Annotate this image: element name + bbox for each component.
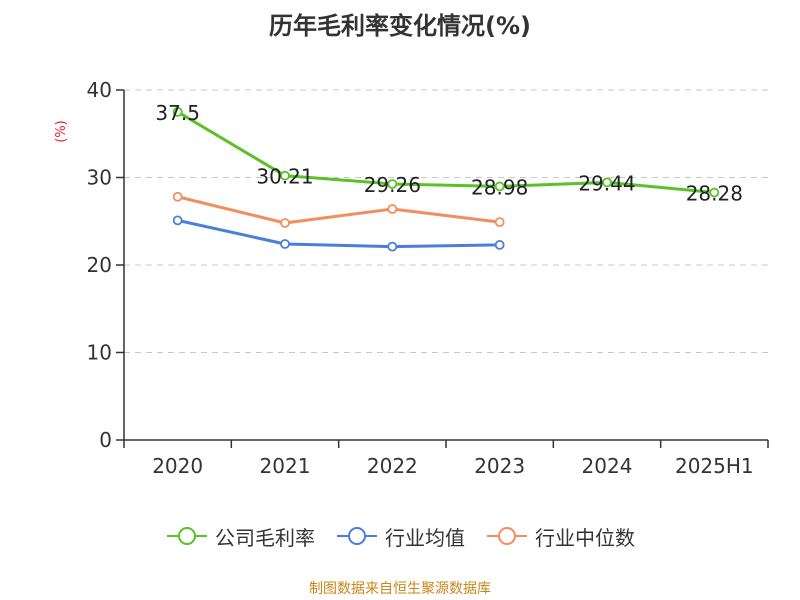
y-tick-label: 40 bbox=[87, 78, 112, 102]
legend-item-company-margin[interactable]: 公司毛利率 bbox=[165, 522, 315, 551]
y-tick-label: 10 bbox=[87, 341, 112, 365]
x-tick-label: 2023 bbox=[474, 454, 525, 478]
legend-line-circle-icon bbox=[487, 527, 527, 545]
data-point bbox=[172, 106, 183, 117]
legend-line-circle-icon bbox=[167, 527, 207, 545]
data-label: 28.98 bbox=[471, 175, 528, 199]
data-label: 28.28 bbox=[686, 182, 743, 206]
x-tick-label: 2020 bbox=[152, 454, 203, 478]
x-tick-label: 2022 bbox=[367, 454, 418, 478]
x-tick-label: 2025H1 bbox=[675, 454, 754, 478]
data-point bbox=[387, 179, 398, 189]
data-point bbox=[709, 187, 720, 198]
data-point bbox=[280, 239, 290, 249]
series-line-1 bbox=[176, 218, 502, 249]
legend-line-circle-icon bbox=[337, 527, 377, 545]
data-label: 29.26 bbox=[364, 173, 421, 197]
legend-label: 公司毛利率 bbox=[215, 525, 315, 550]
data-source-note: 制图数据来自恒生聚源数据库 bbox=[309, 581, 491, 597]
data-point bbox=[387, 241, 398, 252]
data-point bbox=[387, 204, 398, 214]
data-label: 30.21 bbox=[256, 165, 313, 189]
data-point bbox=[494, 217, 505, 228]
data-point bbox=[494, 239, 505, 250]
data-point bbox=[172, 215, 183, 226]
y-axis-unit-label: (%) bbox=[53, 120, 69, 143]
legend-label: 行业中位数 bbox=[535, 525, 635, 550]
legend-item-industry-average[interactable]: 行业均值 bbox=[335, 522, 465, 551]
series-line-2 bbox=[176, 195, 502, 225]
x-tick-label: 2024 bbox=[582, 454, 633, 478]
y-tick-label: 30 bbox=[87, 166, 112, 190]
series-line-0 bbox=[176, 110, 716, 195]
data-point bbox=[280, 170, 290, 181]
y-tick-label: 20 bbox=[87, 253, 112, 277]
legend-label: 行业均值 bbox=[385, 525, 465, 550]
data-label: 29.44 bbox=[578, 171, 635, 195]
legend-item-industry-median[interactable]: 行业中位数 bbox=[485, 522, 635, 551]
chart-legend: 公司毛利率 行业均值 行业中位数 bbox=[0, 520, 800, 552]
chart-title: 历年毛利率变化情况(%) bbox=[269, 12, 531, 40]
data-point bbox=[280, 218, 290, 228]
data-point bbox=[494, 181, 505, 192]
chart-plot: 0 10 20 30 40 2020 2021 2022 2023 2024 2025H1 37.5 3… bbox=[87, 78, 769, 478]
y-tick-label: 0 bbox=[99, 428, 112, 452]
data-label: 37.5 bbox=[155, 101, 200, 125]
x-tick-label: 2021 bbox=[260, 454, 311, 478]
data-point bbox=[172, 191, 183, 202]
data-point bbox=[602, 177, 612, 188]
